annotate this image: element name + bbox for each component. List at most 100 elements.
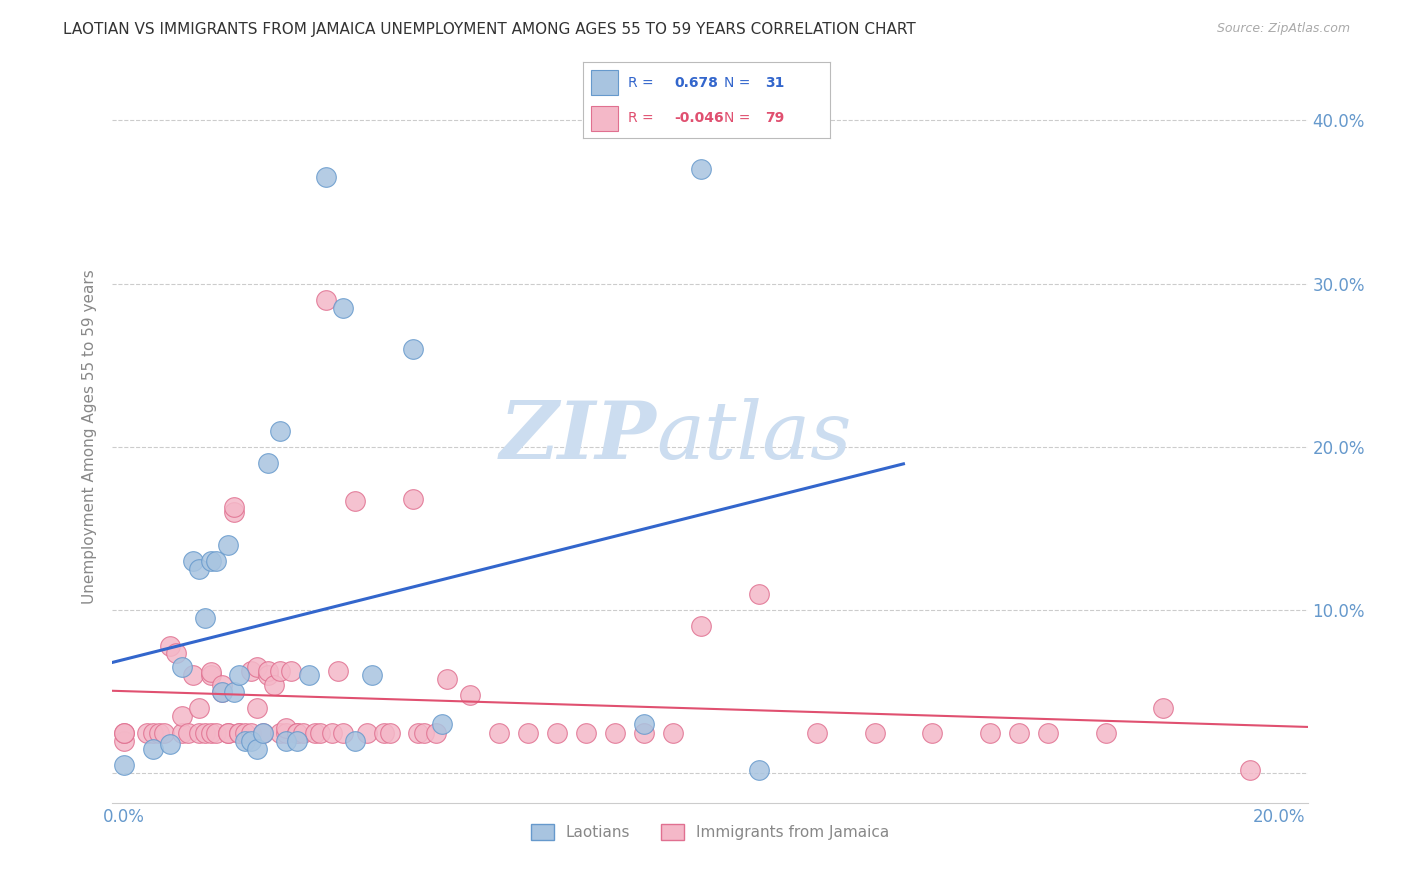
Point (165, 646, 187, 660)
Point (222, 500, 245, 515)
FancyBboxPatch shape (591, 70, 619, 95)
Point (402, 342, 425, 356)
Point (263, 678, 285, 692)
Point (979, 725, 1001, 739)
Point (233, 725, 256, 739)
Point (298, 668, 321, 682)
Point (252, 725, 274, 739)
Point (217, 725, 239, 739)
Point (211, 685, 233, 699)
Point (661, 725, 683, 739)
Point (285, 725, 308, 739)
Point (136, 725, 159, 739)
Point (285, 725, 308, 739)
Point (1008, 725, 1031, 739)
Point (285, 733, 308, 747)
Point (240, 725, 263, 739)
Point (315, 293, 337, 307)
Point (274, 721, 297, 735)
Point (488, 725, 510, 739)
Point (217, 725, 239, 739)
Point (200, 665, 222, 680)
Text: LAOTIAN VS IMMIGRANTS FROM JAMAICA UNEMPLOYMENT AMONG AGES 55 TO 59 YEARS CORREL: LAOTIAN VS IMMIGRANTS FROM JAMAICA UNEMP… (63, 22, 917, 37)
Point (269, 424, 291, 438)
Text: R =: R = (627, 112, 658, 125)
Point (222, 505, 245, 519)
Point (269, 664, 291, 678)
Point (1239, 763, 1261, 777)
Point (292, 725, 315, 739)
FancyBboxPatch shape (591, 105, 619, 130)
Point (546, 725, 568, 739)
Point (413, 725, 436, 739)
Point (1094, 725, 1116, 739)
Point (159, 737, 181, 751)
Point (148, 725, 170, 739)
Point (748, 587, 770, 601)
Point (257, 456, 280, 470)
Point (603, 725, 626, 739)
Point (690, 619, 713, 633)
Point (304, 725, 326, 739)
Point (159, 639, 181, 653)
Point (921, 725, 943, 739)
Point (112, 725, 135, 739)
Text: N =: N = (724, 112, 755, 125)
Text: N =: N = (724, 76, 755, 89)
Point (361, 668, 384, 682)
Point (575, 725, 598, 739)
Point (194, 725, 217, 739)
Point (205, 725, 228, 739)
Point (153, 725, 176, 739)
Point (806, 725, 828, 739)
Point (228, 725, 250, 739)
Point (460, 688, 482, 702)
Text: 31: 31 (765, 76, 785, 89)
Text: ZIP: ZIP (499, 399, 657, 475)
Point (408, 725, 430, 739)
Y-axis label: Unemployment Among Ages 55 to 59 years: Unemployment Among Ages 55 to 59 years (82, 269, 97, 605)
Point (246, 701, 269, 715)
Point (280, 664, 302, 678)
Point (211, 678, 233, 692)
Point (332, 301, 354, 315)
Point (1036, 725, 1059, 739)
Point (112, 758, 135, 772)
Point (1152, 701, 1174, 715)
Point (402, 492, 425, 507)
Point (633, 717, 655, 731)
Point (252, 725, 274, 739)
Legend: Laotians, Immigrants from Jamaica: Laotians, Immigrants from Jamaica (524, 818, 896, 847)
Point (343, 733, 366, 747)
Point (274, 733, 297, 747)
Point (356, 725, 378, 739)
Point (246, 742, 269, 756)
Point (633, 725, 655, 739)
Point (188, 725, 211, 739)
Point (170, 660, 193, 674)
Point (228, 668, 250, 682)
Point (217, 538, 239, 552)
Point (205, 554, 228, 568)
Point (436, 672, 458, 686)
Text: 0.678: 0.678 (675, 76, 718, 89)
Point (228, 725, 250, 739)
Point (188, 562, 211, 576)
Point (112, 733, 135, 747)
Point (309, 725, 332, 739)
Point (378, 725, 401, 739)
Point (257, 668, 280, 682)
Point (863, 725, 886, 739)
Point (343, 493, 366, 508)
Text: -0.046: -0.046 (675, 112, 724, 125)
Point (748, 763, 770, 777)
Point (176, 725, 198, 739)
Point (517, 725, 540, 739)
Point (315, 170, 337, 185)
Point (181, 554, 204, 568)
Point (269, 725, 291, 739)
Point (170, 709, 193, 723)
Point (257, 664, 280, 678)
Point (246, 660, 269, 674)
Point (200, 668, 222, 682)
